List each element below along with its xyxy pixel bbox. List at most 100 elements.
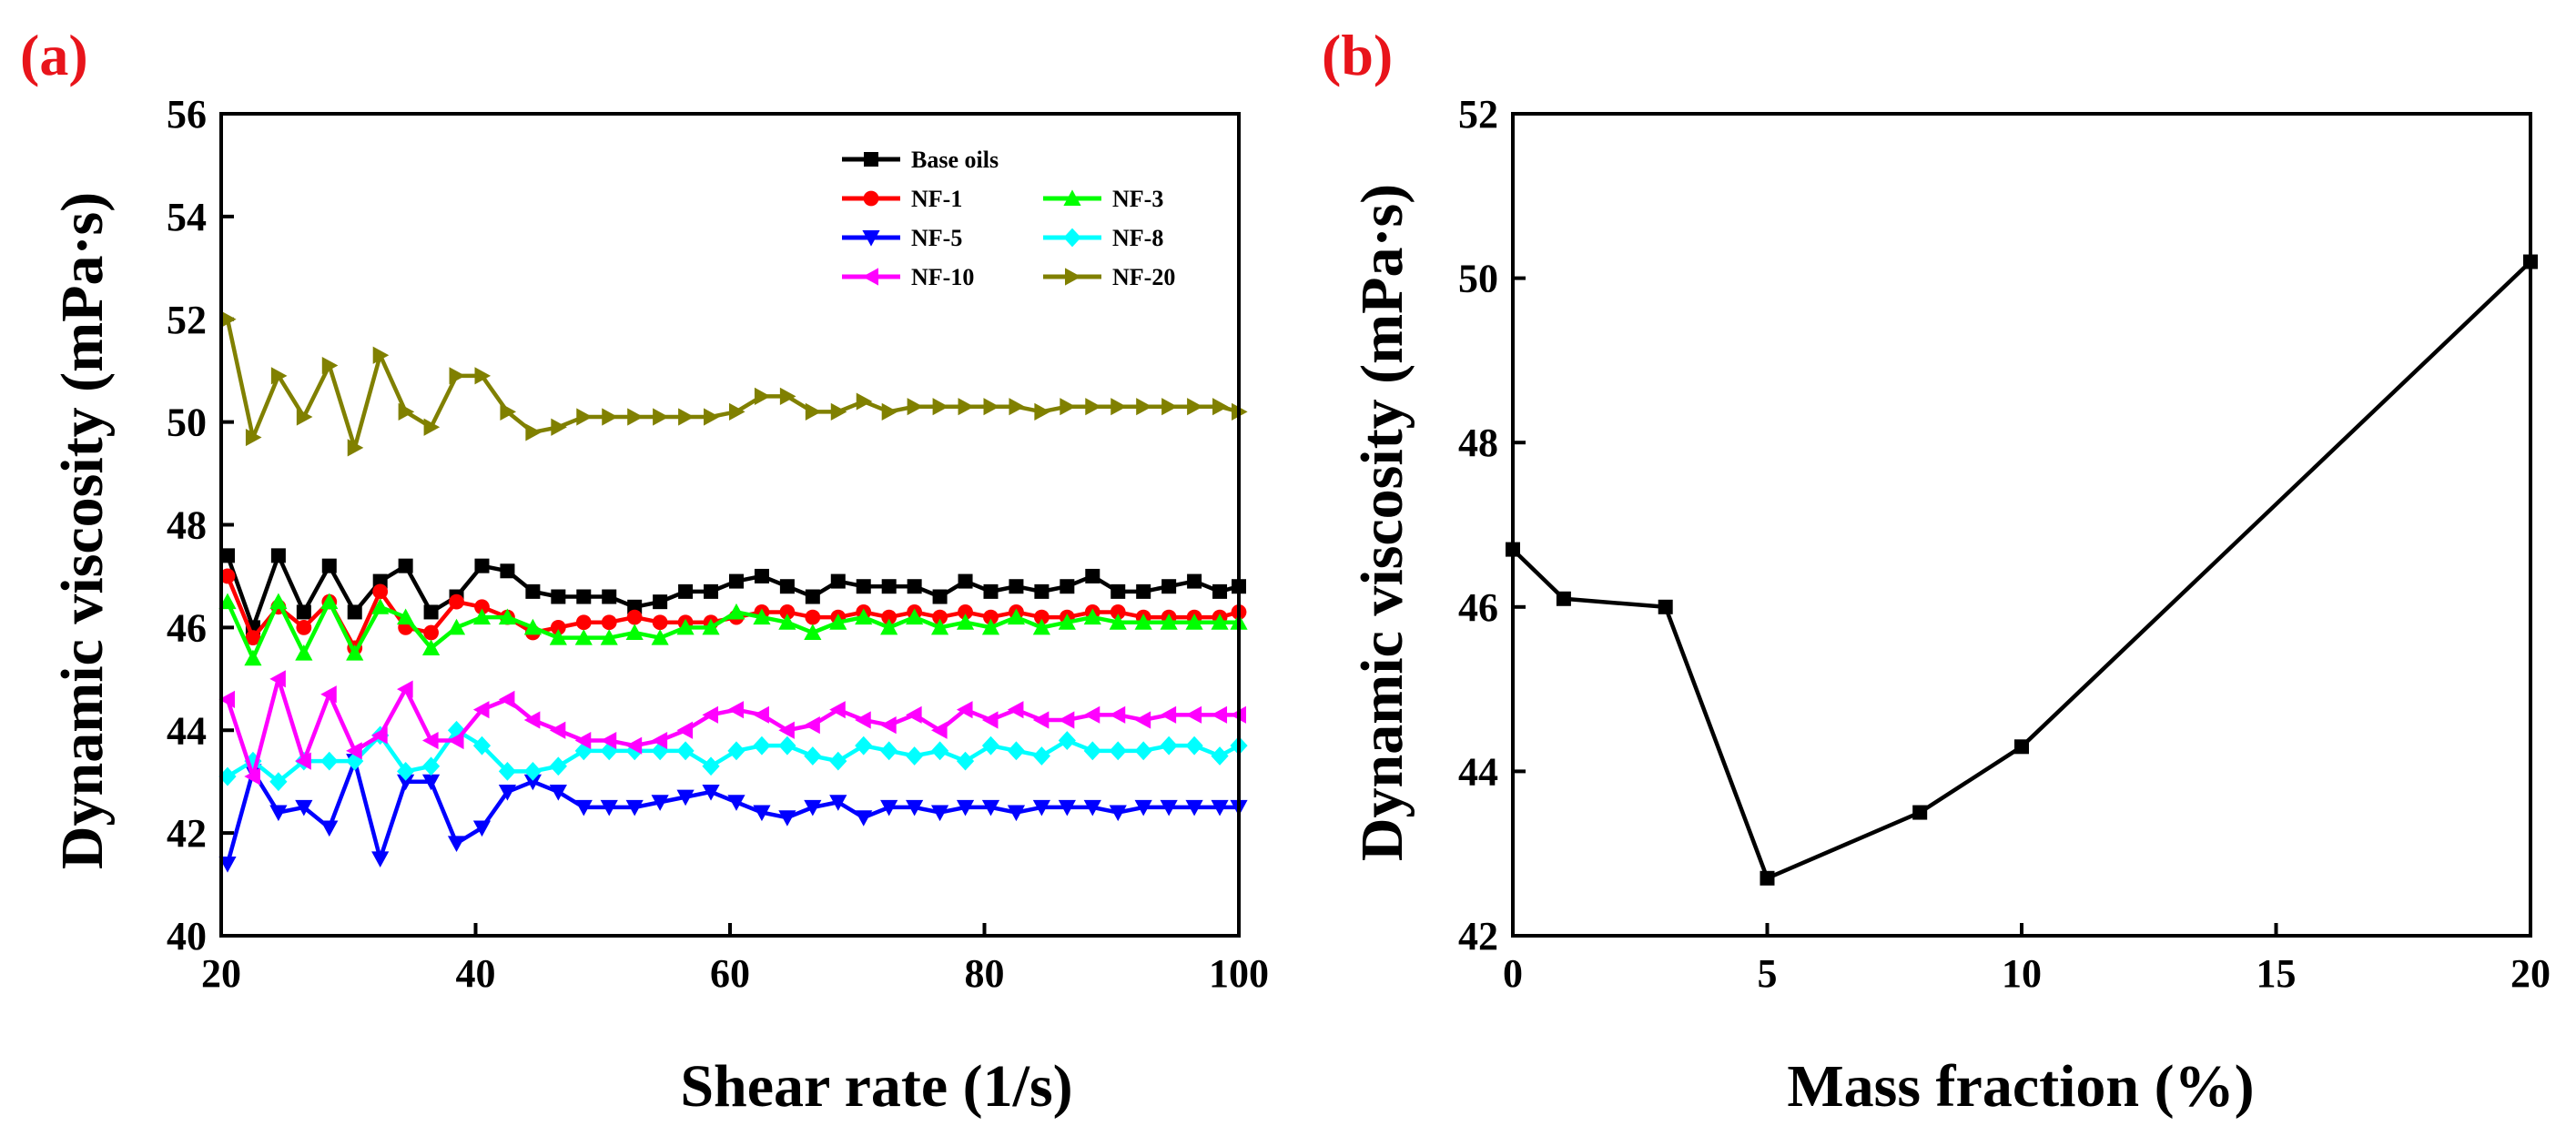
- legend-label-nf-3: NF-3: [1112, 186, 1163, 212]
- panel-a-point-nf-8: [1109, 741, 1127, 761]
- panel-b-label: (b): [1322, 23, 1393, 87]
- panel-a-point-nf-3: [702, 618, 720, 635]
- panel-a-point-nf-10: [421, 731, 439, 750]
- panel-a-point-nf-20: [754, 387, 771, 406]
- panel-b-point-viscosity: [1912, 805, 1928, 820]
- panel-b-x-axis-title: Mass fraction (%): [1787, 1053, 2254, 1120]
- panel-a-y-tick-label: 48: [167, 503, 207, 548]
- panel-a-point-nf-1: [626, 609, 643, 625]
- panel-a-point-nf-3: [625, 624, 644, 641]
- panel-a-point-nf-5: [498, 784, 517, 801]
- panel-a-point-nf-5: [956, 799, 975, 816]
- panel-a-point-nf-20: [347, 439, 364, 457]
- panel-a-point-nf-1: [474, 599, 490, 615]
- panel-a-point-base-oils: [321, 558, 337, 573]
- panel-a-point-nf-3: [753, 608, 771, 625]
- panel-a-point-nf-8: [397, 762, 415, 781]
- panel-a-point-nf-3: [829, 614, 847, 630]
- panel-a-point-base-oils: [983, 583, 999, 599]
- panel-a-point-nf-5: [472, 820, 492, 837]
- panel-a-series-line-nf-5: [225, 758, 1239, 865]
- panel-a-point-nf-5: [447, 836, 466, 853]
- panel-a-point-nf-8: [472, 735, 492, 756]
- panel-a-y-tick-label: 52: [167, 298, 207, 342]
- panel-a-x-tick-label: 60: [710, 951, 750, 996]
- panel-a-point-nf-5: [1058, 799, 1076, 816]
- panel-a-point-nf-1: [1110, 604, 1126, 620]
- panel-a-point-nf-10: [651, 731, 668, 750]
- panel-a-point-nf-8: [981, 735, 1000, 756]
- panel-a-point-base-oils: [1111, 583, 1126, 599]
- panel-a-label: (a): [20, 23, 88, 87]
- panel-a-x-tick-label: 80: [965, 951, 1005, 996]
- panel-a-point-nf-1: [983, 609, 999, 625]
- panel-a-point-nf-1: [652, 614, 668, 631]
- panel-a-point-nf-20: [1187, 398, 1203, 416]
- panel-a-point-nf-5: [295, 799, 313, 816]
- panel-b-x-tick-label: 0: [1503, 951, 1523, 996]
- panel-a-point-base-oils: [398, 558, 413, 573]
- panel-a-point-nf-1: [601, 614, 617, 631]
- panel-a-y-axis-title: Dynamic viscosity (mPa·s): [49, 192, 116, 869]
- panel-a-point-nf-1: [932, 609, 948, 625]
- panel-a-point-base-oils: [1009, 579, 1024, 594]
- panel-a-point-nf-10: [1032, 711, 1050, 729]
- panel-a-point-nf-8: [702, 756, 720, 776]
- panel-a-point-nf-20: [1136, 398, 1152, 416]
- panel-a-point-nf-20: [321, 356, 339, 375]
- panel-a-point-nf-10: [880, 716, 897, 735]
- panel-a-point-nf-5: [651, 795, 669, 811]
- panel-a-point-nf-3: [320, 593, 339, 610]
- panel-a-point-nf-8: [829, 751, 847, 771]
- panel-a-point-nf-5: [1134, 799, 1152, 816]
- panel-a-point-base-oils: [347, 604, 362, 620]
- panel-a-point-nf-3: [1134, 614, 1152, 630]
- panel-b-point-viscosity: [2014, 739, 2029, 755]
- panel-a-point-nf-10: [397, 680, 413, 698]
- panel-a-point-nf-10: [829, 701, 846, 719]
- panel-a-point-base-oils: [1187, 573, 1202, 589]
- panel-b-chart: (b) Mass fraction (%) Dynamic viscosity …: [1322, 23, 2551, 1120]
- panel-a-point-nf-20: [881, 402, 898, 421]
- panel-a-point-nf-8: [880, 741, 898, 761]
- panel-a-point-nf-10: [1211, 705, 1228, 724]
- panel-a-point-nf-8: [804, 746, 822, 766]
- panel-a-point-base-oils: [551, 589, 566, 604]
- legend-label-nf-5: NF-5: [911, 225, 962, 251]
- panel-a-point-nf-20: [525, 423, 542, 441]
- panel-a-point-nf-20: [551, 418, 567, 436]
- panel-a-point-nf-20: [219, 310, 237, 329]
- panel-a-point-nf-20: [704, 408, 720, 426]
- panel-a-point-base-oils: [296, 604, 311, 620]
- panel-a-y-tick-label: 44: [167, 708, 207, 753]
- panel-a-point-nf-5: [930, 805, 949, 822]
- legend-marker-nf-20: [1065, 268, 1081, 286]
- panel-a-point-nf-20: [627, 408, 644, 426]
- panel-a-point-nf-8: [600, 741, 618, 761]
- panel-a-point-nf-8: [1185, 735, 1203, 756]
- panel-a-point-nf-8: [1058, 731, 1076, 750]
- panel-a-point-nf-3: [421, 639, 441, 655]
- panel-a-point-nf-3: [1185, 614, 1203, 630]
- panel-b-x-tick-label: 20: [2510, 951, 2551, 996]
- panel-a-point-nf-3: [269, 593, 288, 610]
- panel-a-point-nf-20: [1161, 398, 1178, 416]
- panel-a-point-nf-8: [1134, 741, 1152, 761]
- panel-a-point-nf-5: [727, 795, 745, 811]
- panel-a-point-base-oils: [500, 563, 515, 579]
- legend-label-nf-20: NF-20: [1112, 264, 1175, 290]
- panel-a-point-nf-5: [549, 784, 567, 801]
- panel-a-point-nf-8: [906, 746, 924, 766]
- panel-a-point-nf-3: [804, 624, 822, 641]
- panel-a-point-base-oils: [958, 573, 973, 589]
- panel-a-point-base-oils: [907, 579, 922, 594]
- panel-b-plot-frame: [1511, 112, 2532, 938]
- panel-b-x-tick-label: 10: [2002, 951, 2042, 996]
- panel-a-x-tick-label: 40: [456, 951, 496, 996]
- panel-a-point-nf-20: [296, 408, 313, 426]
- panel-a-point-nf-3: [1058, 614, 1076, 630]
- panel-a-point-nf-1: [372, 583, 389, 600]
- legend-marker-nf-3: [1063, 189, 1081, 206]
- panel-a-point-nf-8: [447, 720, 466, 740]
- panel-a-point-base-oils: [1060, 579, 1075, 594]
